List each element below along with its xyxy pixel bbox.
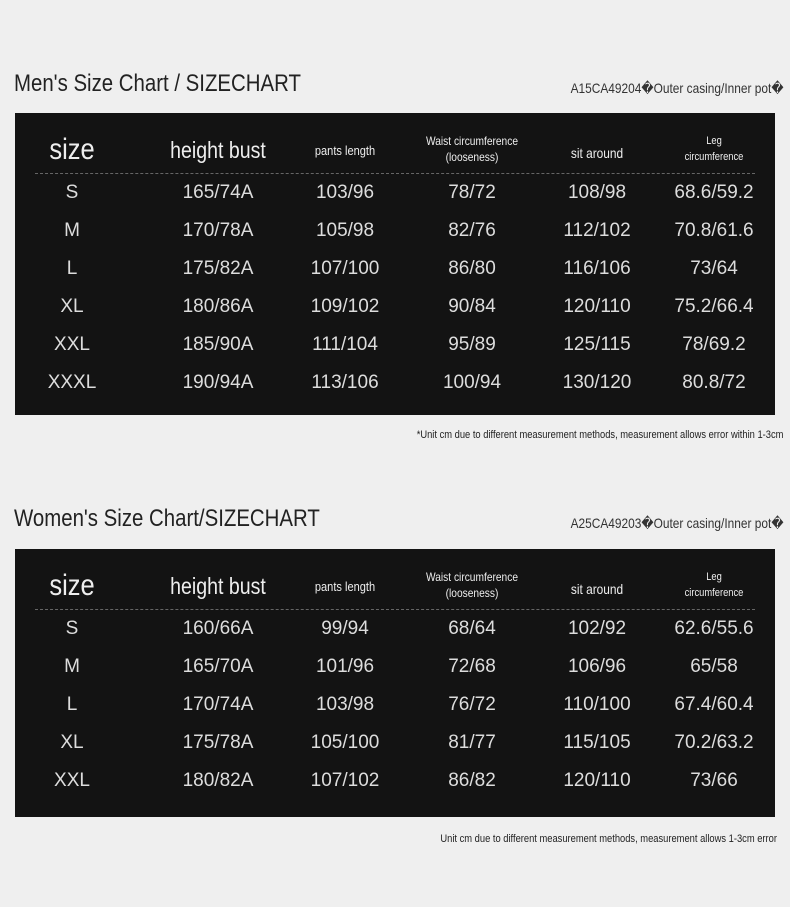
column-header: sit around [570, 145, 624, 161]
table-cell: 170/74A [182, 694, 254, 715]
table-cell: 99/94 [321, 618, 369, 639]
table-cell: 120/110 [563, 770, 631, 791]
table-cell: L [66, 694, 78, 715]
table-cell: XL [60, 296, 84, 317]
table-cell: 170/78A [182, 220, 254, 241]
men-note: *Unit cm due to different measurement me… [416, 429, 783, 441]
table-cell: 68/64 [448, 618, 496, 639]
table-cell: 125/115 [563, 334, 631, 355]
table-row: S 165/74A 103/96 78/72 108/98 68.6/59.2 [15, 174, 775, 212]
column-header: pants length [314, 579, 376, 594]
table-cell: 90/84 [448, 296, 496, 317]
table-cell: 78/69.2 [682, 334, 746, 355]
table-cell: 103/98 [315, 694, 375, 715]
table-cell: 105/98 [315, 220, 375, 241]
table-cell: S [65, 618, 79, 639]
table-cell: 73/64 [690, 258, 738, 279]
table-cell: M [64, 220, 80, 241]
table-cell: 73/66 [690, 770, 738, 791]
column-header: height bust [170, 137, 266, 163]
men-size-table: size height bust pants length Waist circumf… [15, 113, 775, 415]
table-cell: 112/102 [563, 220, 631, 241]
header-row [35, 113, 755, 174]
table-cell: 103/96 [315, 182, 375, 203]
table-row: S 160/66A 99/94 68/64 102/92 62.6/55.6 [15, 610, 775, 648]
table-cell: 108/98 [567, 182, 627, 203]
table-cell: 106/96 [567, 656, 627, 677]
column-header: Waist circumference (looseness) [425, 134, 519, 164]
table-row: L 170/74A 103/98 76/72 110/100 67.4/60.4 [15, 686, 775, 724]
table-cell: 111/104 [312, 334, 378, 355]
table-cell: 86/80 [448, 258, 496, 279]
table-cell: L [66, 258, 78, 279]
women-code: A25CA49203�Outer casing/Inner pot� [571, 515, 784, 531]
table-cell: 100/94 [442, 372, 502, 393]
table-row: XL 180/86A 109/102 90/84 120/110 75.2/66.4 [15, 288, 775, 326]
table-cell: M [64, 656, 80, 677]
table-cell: 81/77 [448, 732, 496, 753]
table-cell: 75.2/66.4 [674, 296, 754, 317]
table-cell: 130/120 [562, 372, 632, 393]
women-size-table: size height bust pants length Waist circumf… [15, 549, 775, 817]
column-header: Leg circumference [684, 571, 744, 599]
table-cell: 62.6/55.6 [674, 618, 754, 639]
table-cell: 107/100 [310, 258, 380, 279]
table-cell: 68.6/59.2 [674, 182, 754, 203]
table-cell: 70.2/63.2 [674, 732, 754, 753]
table-cell: 95/89 [448, 334, 496, 355]
table-cell: 78/72 [448, 182, 496, 203]
table-cell: 165/70A [182, 656, 254, 677]
column-header: sit around [570, 581, 624, 597]
table-row: M 165/70A 101/96 72/68 106/96 65/58 [15, 648, 775, 686]
table-row: XXXL 190/94A 113/106 100/94 130/120 80.8/72 [15, 364, 775, 402]
column-header: Waist circumference (looseness) [425, 570, 519, 600]
table-cell: 107/102 [310, 770, 380, 791]
table-cell: 115/105 [563, 732, 631, 753]
table-cell: XL [60, 732, 84, 753]
table-cell: 65/58 [690, 656, 738, 677]
table-cell: 175/78A [182, 732, 254, 753]
table-cell: 113/106 [311, 372, 379, 393]
table-cell: 101/96 [315, 656, 375, 677]
table-cell: 102/92 [567, 618, 627, 639]
table-row: L 175/82A 107/100 86/80 116/106 73/64 [15, 250, 775, 288]
men-code: A15CA49204�Outer casing/Inner pot� [571, 80, 784, 96]
table-cell: 67.4/60.4 [674, 694, 754, 715]
table-cell: 180/82A [182, 770, 254, 791]
table-cell: 185/90A [182, 334, 254, 355]
column-header: Leg circumference [684, 135, 744, 163]
table-cell: 80.8/72 [682, 372, 746, 393]
table-cell: 190/94A [182, 372, 254, 393]
table-row: XL 175/78A 105/100 81/77 115/105 70.2/63.2 [15, 724, 775, 762]
table-row: XXL 185/90A 111/104 95/89 125/115 78/69.2 [15, 326, 775, 364]
table-cell: 76/72 [448, 694, 496, 715]
women-note: Unit cm due to different measurement met… [440, 833, 777, 845]
table-row: XXL 180/82A 107/102 86/82 120/110 73/66 [15, 762, 775, 800]
table-row: M 170/78A 105/98 82/76 112/102 70.8/61.6 [15, 212, 775, 250]
table-cell: XXL [54, 334, 90, 355]
table-cell: 86/82 [448, 770, 496, 791]
women-title: Women's Size Chart/SIZECHART [14, 505, 320, 532]
table-cell: 165/74A [182, 182, 254, 203]
table-cell: 160/66A [182, 618, 254, 639]
table-cell: XXXL [47, 372, 97, 393]
men-title: Men's Size Chart / SIZECHART [14, 70, 301, 97]
column-header: pants length [314, 143, 376, 158]
header-row [35, 549, 755, 610]
table-cell: 70.8/61.6 [674, 220, 754, 241]
table-cell: 175/82A [182, 258, 254, 279]
table-cell: S [65, 182, 79, 203]
table-cell: 116/106 [563, 258, 631, 279]
column-header: size [49, 133, 95, 166]
table-cell: XXL [54, 770, 90, 791]
table-cell: 180/86A [182, 296, 254, 317]
table-cell: 120/110 [563, 296, 631, 317]
table-cell: 82/76 [448, 220, 496, 241]
table-cell: 105/100 [310, 732, 380, 753]
column-header: size [49, 569, 95, 602]
table-cell: 110/100 [563, 694, 631, 715]
table-cell: 109/102 [310, 296, 380, 317]
column-header: height bust [170, 573, 266, 599]
table-cell: 72/68 [448, 656, 496, 677]
